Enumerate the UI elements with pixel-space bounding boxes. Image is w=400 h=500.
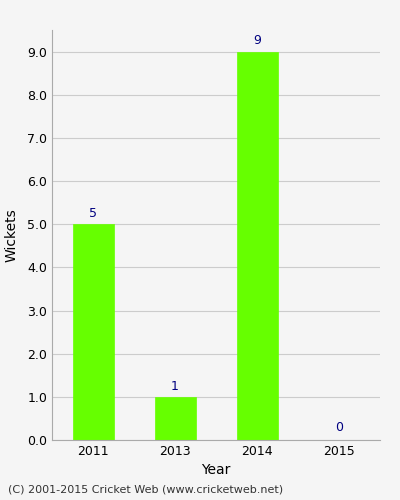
X-axis label: Year: Year <box>201 464 231 477</box>
Text: 9: 9 <box>253 34 261 48</box>
Bar <box>236 52 278 440</box>
Text: 1: 1 <box>171 380 179 392</box>
Y-axis label: Wickets: Wickets <box>5 208 19 262</box>
Text: (C) 2001-2015 Cricket Web (www.cricketweb.net): (C) 2001-2015 Cricket Web (www.cricketwe… <box>8 485 283 495</box>
Text: 0: 0 <box>335 420 343 434</box>
Bar <box>72 224 114 440</box>
Bar <box>154 397 196 440</box>
Text: 5: 5 <box>89 207 97 220</box>
